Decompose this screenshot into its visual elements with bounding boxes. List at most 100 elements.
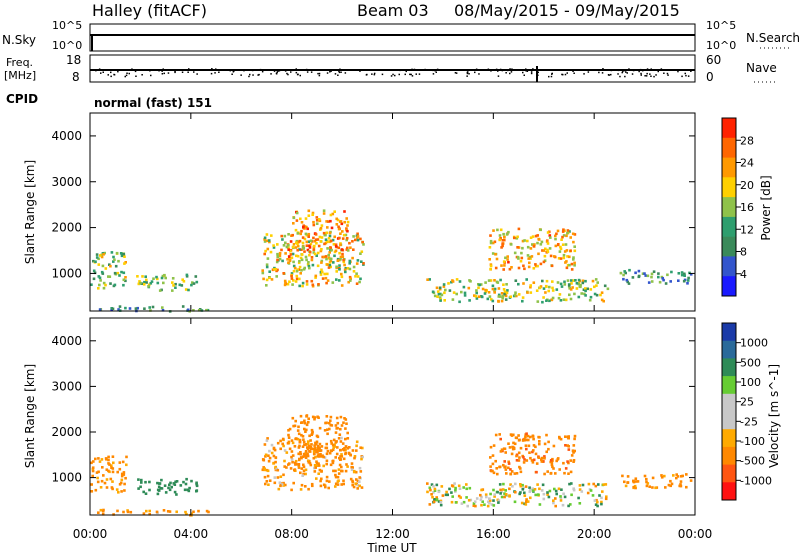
nave-dot — [432, 73, 435, 75]
echo-cell — [556, 281, 560, 284]
echo-cell — [478, 283, 481, 287]
echo-cell — [295, 437, 298, 440]
echo-cell — [185, 273, 189, 277]
echo-cell — [509, 483, 512, 486]
echo-cell — [349, 246, 352, 249]
echo-cell — [150, 280, 154, 283]
colorbar-segment — [722, 446, 736, 466]
echo-cell — [355, 449, 358, 452]
nave-dot — [278, 70, 281, 72]
echo-cell — [352, 485, 356, 489]
echo-cell — [507, 230, 510, 234]
echo-cell — [147, 285, 150, 288]
echo-cell — [539, 243, 543, 246]
echo-cell — [298, 284, 301, 288]
echo-cell — [593, 499, 597, 502]
echo-cell — [444, 288, 447, 292]
echo-cell — [355, 282, 359, 285]
echo-cell — [572, 256, 575, 259]
echo-cell — [309, 439, 312, 442]
echo-cell — [334, 245, 338, 248]
echo-cell — [602, 299, 605, 303]
echo-cell — [522, 455, 525, 459]
echo-cell — [437, 292, 441, 296]
nave-dot — [551, 69, 553, 71]
echo-cell — [551, 280, 554, 283]
echo-cell — [325, 415, 329, 418]
echo-cell — [310, 447, 313, 451]
echo-cell — [488, 497, 491, 500]
echo-cell — [300, 467, 304, 470]
echo-cell — [329, 257, 333, 261]
echo-cell — [308, 450, 312, 453]
echo-cell — [270, 234, 273, 237]
echo-cell — [109, 477, 113, 481]
echo-cell — [325, 240, 329, 243]
echo-cell — [487, 279, 491, 282]
echo-cell — [307, 232, 311, 236]
nave-dot — [295, 71, 298, 74]
echo-cell — [297, 466, 301, 469]
echo-cell — [310, 258, 314, 262]
echo-cell — [315, 443, 318, 446]
echo-cell — [319, 240, 323, 243]
echo-cell — [324, 238, 328, 241]
echo-cell — [523, 491, 526, 495]
echo-cell — [265, 278, 269, 282]
echo-cell — [351, 466, 354, 469]
echo-cell — [144, 480, 147, 484]
nave-dot — [243, 69, 245, 72]
echo-cell — [546, 242, 550, 245]
echo-cell — [500, 264, 503, 267]
echo-cell — [519, 467, 522, 470]
nave-dot — [125, 74, 128, 77]
echo-cell — [498, 483, 502, 486]
echo-cell — [340, 284, 344, 287]
echo-cell — [507, 460, 510, 464]
echo-cell — [439, 292, 442, 296]
echo-cell — [337, 246, 341, 250]
echo-cell — [355, 478, 358, 481]
echo-cell — [112, 260, 115, 263]
echo-cell — [334, 473, 337, 477]
echo-cell — [283, 465, 286, 468]
echo-cell — [340, 272, 343, 276]
echo-cell — [312, 236, 315, 240]
echo-cell — [148, 306, 151, 309]
echo-cell — [315, 450, 318, 454]
echo-cell — [526, 291, 529, 294]
echo-cell — [534, 264, 538, 268]
echo-cell — [473, 294, 476, 297]
echo-cell — [338, 251, 341, 255]
echo-cell — [563, 495, 567, 499]
echo-cell — [428, 503, 432, 506]
echo-cell — [306, 227, 309, 231]
echo-cell — [506, 255, 509, 258]
echo-cell — [435, 498, 439, 501]
echo-cell — [163, 273, 166, 277]
echo-cell — [537, 456, 540, 459]
echo-cell — [99, 279, 102, 282]
echo-cell — [493, 279, 496, 282]
echo-cell — [538, 442, 541, 446]
echo-cell — [314, 466, 317, 469]
echo-cell — [571, 232, 575, 236]
echo-cell — [524, 485, 528, 488]
echo-cell — [621, 474, 624, 478]
echo-cell — [160, 288, 163, 292]
echo-cell — [321, 454, 324, 457]
echo-cell — [359, 446, 362, 449]
echo-cell — [359, 470, 363, 473]
echo-cell — [572, 488, 576, 492]
nave-dot — [632, 69, 635, 72]
echo-cell — [428, 486, 432, 490]
echo-cell — [300, 258, 304, 262]
echo-cell — [295, 239, 299, 243]
echo-cell — [155, 275, 158, 279]
echo-cell — [502, 260, 506, 263]
echo-cell — [529, 456, 532, 460]
echo-cell — [311, 432, 314, 435]
echo-cell — [205, 509, 209, 513]
echo-cell — [623, 480, 626, 484]
